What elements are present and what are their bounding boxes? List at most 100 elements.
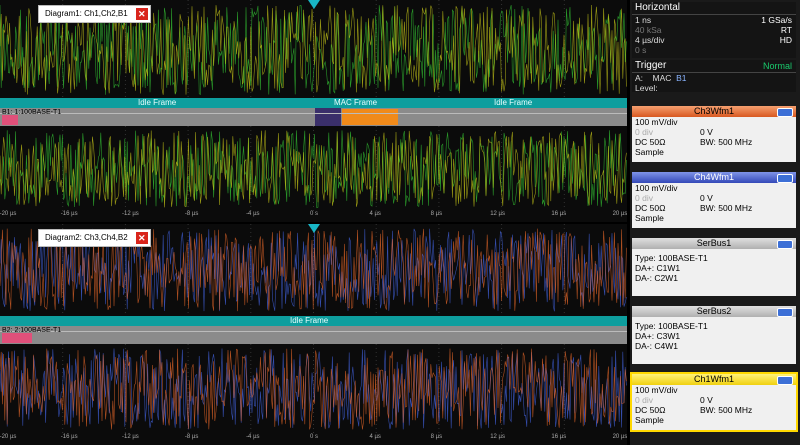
axis-tick-label: 12 µs (490, 434, 505, 440)
ch3-position: 0 div 0 V (635, 127, 713, 137)
channel-header-ch1: Ch1Wfm1 (632, 374, 796, 385)
axis-tick-label: 16 µs (551, 211, 567, 217)
time-axis-2: -20 µs -16 µs -12 µs -8 µs -4 µs 0 s 4 µs 8 µs 1… (0, 434, 627, 444)
ch3-coupling: DC 50Ω BW: 500 MHz (635, 137, 753, 147)
ch3-acquisition: Sample (635, 147, 664, 157)
axis-tick-label: 0 s (309, 434, 319, 440)
frame-label-idle-2: Idle Frame (494, 98, 533, 107)
axis-tick-label: -8 µs (184, 434, 199, 440)
trigger-marker-icon[interactable] (308, 224, 320, 233)
waveform-ch1-ch2-lower (0, 126, 627, 212)
waveform-ch3-ch4-upper (0, 224, 627, 316)
channel-box-ch1[interactable]: Ch1Wfm1 100 mV/div 0 div 0 V DC 50Ω BW: 50… (630, 372, 798, 432)
frame-band-1: Idle Frame MAC Frame Idle Frame (0, 98, 627, 108)
bus-line-2 (0, 331, 627, 332)
minimize-icon[interactable] (777, 308, 793, 317)
axis-tick-label: -20 µs (0, 434, 17, 440)
waveform-trace (0, 348, 627, 430)
waveform-trace (0, 130, 627, 209)
axis-tick-label: 12 µs (490, 211, 505, 217)
minimize-icon[interactable] (777, 376, 793, 385)
bus-segment-preamble (315, 108, 341, 126)
axis-tick-label: -16 µs (60, 434, 78, 440)
serbus2-da-minus: DA-: C4W1 (635, 341, 678, 351)
serbus-header-1: SerBus1 (632, 238, 796, 249)
waveform-trace (0, 4, 627, 95)
horizontal-row-1: 1 ns 1 GSa/s (635, 15, 792, 25)
minimize-icon[interactable] (777, 108, 793, 117)
ch1-position: 0 div 0 V (635, 395, 713, 405)
waveform-trace (0, 348, 627, 430)
minimize-icon[interactable] (777, 240, 793, 249)
ch4-scale: 100 mV/div (635, 183, 678, 193)
close-icon[interactable]: ✕ (135, 8, 148, 20)
trigger-marker-icon[interactable] (308, 0, 320, 9)
serbus-header-2: SerBus2 (632, 306, 796, 317)
settings-panel: Horizontal 1 ns 1 GSa/s 40 kSa RT 4 µs/div… (630, 0, 800, 445)
diagram-2[interactable]: Idle Frame B2: 2:100BASE-T1 -20 µs -16 µs… (0, 224, 627, 445)
waveform-trace (0, 228, 627, 312)
diagram-tab-1[interactable]: Diagram1: Ch1,Ch2,B1 ✕ (38, 5, 151, 23)
bus-segment-start-2 (2, 333, 32, 343)
serbus-box-1[interactable]: SerBus1 Type: 100BASE-T1 DA+: C1W1 DA-: … (632, 238, 796, 296)
axis-tick-label: 20 µs (612, 434, 627, 440)
axis-tick-label: 8 µs (430, 434, 443, 440)
waveform-ch3-ch4-lower (0, 344, 627, 434)
bus-row-1[interactable]: B1: 1:100BASE-T1 (0, 108, 627, 126)
trigger-level: Level: (635, 83, 658, 93)
diagram-1[interactable]: Idle Frame MAC Frame Idle Frame B1: 1:10… (0, 0, 627, 222)
ch1-coupling: DC 50Ω BW: 500 MHz (635, 405, 753, 415)
frame-label-idle-1: Idle Frame (138, 98, 177, 107)
serbus-box-2[interactable]: SerBus2 Type: 100BASE-T1 DA+: C3W1 DA-: … (632, 306, 796, 364)
horizontal-box[interactable]: Horizontal 1 ns 1 GSa/s 40 kSa RT 4 µs/div… (632, 2, 796, 58)
diagram-tab-1-label: Diagram1: Ch1,Ch2,B1 (45, 9, 128, 18)
serbus2-da-plus: DA+: C3W1 (635, 331, 681, 341)
horizontal-row-2: 40 kSa RT (635, 25, 792, 35)
axis-tick-label: -20 µs (0, 211, 17, 217)
serbus1-type: Type: 100BASE-T1 (635, 253, 708, 263)
horizontal-row-3: 4 µs/div HD (635, 35, 792, 45)
frame-band-2: Idle Frame (0, 316, 627, 326)
frame-label-mac: MAC Frame (334, 98, 378, 107)
minimize-icon[interactable] (777, 174, 793, 183)
axis-tick-label: -12 µs (121, 434, 139, 440)
serbus1-da-minus: DA-: C2W1 (635, 273, 678, 283)
frame-label-idle-3: Idle Frame (290, 316, 329, 325)
trigger-title: Trigger Normal (632, 60, 796, 73)
horizontal-row-4: 0 s (635, 45, 647, 55)
horizontal-title: Horizontal (632, 2, 796, 15)
ch4-coupling: DC 50Ω BW: 500 MHz (635, 203, 753, 213)
channel-box-ch3[interactable]: Ch3Wfm1 100 mV/div 0 div 0 V DC 50Ω BW: 50… (632, 106, 796, 162)
bus-line (0, 113, 627, 114)
axis-tick-label: 16 µs (551, 434, 567, 440)
channel-box-ch4[interactable]: Ch4Wfm1 100 mV/div 0 div 0 V DC 50Ω BW: 50… (632, 172, 796, 228)
bus-label-1: B1: 1:100BASE-T1 (2, 109, 62, 116)
serbus2-type: Type: 100BASE-T1 (635, 321, 708, 331)
trigger-box[interactable]: Trigger Normal A: MAC B1 Level: (632, 60, 796, 93)
ch4-acquisition: Sample (635, 213, 664, 223)
channel-header-ch3: Ch3Wfm1 (632, 106, 796, 117)
axis-tick-label: -12 µs (121, 211, 139, 217)
bus-label-2: B2: 2:100BASE-T1 (2, 327, 62, 334)
bus-segment-mac (342, 109, 398, 125)
ch4-position: 0 div 0 V (635, 193, 713, 203)
diagram-tab-2[interactable]: Diagram2: Ch3,Ch4,B2 ✕ (38, 229, 151, 247)
ch1-scale: 100 mV/div (635, 385, 678, 395)
ch1-acquisition: Sample (635, 415, 664, 425)
waveform-trace (0, 130, 627, 208)
diagram-tab-2-label: Diagram2: Ch3,Ch4,B2 (45, 233, 128, 242)
ch3-scale: 100 mV/div (635, 117, 678, 127)
axis-tick-label: 8 µs (430, 211, 443, 217)
axis-tick-label: -4 µs (246, 211, 260, 217)
axis-tick-label: -8 µs (184, 211, 199, 217)
channel-header-ch4: Ch4Wfm1 (632, 172, 796, 183)
axis-tick-label: 4 µs (369, 434, 381, 440)
trigger-source: A: MAC B1 (635, 73, 687, 83)
axis-tick-label: 0 s (309, 211, 319, 217)
axis-tick-label: -4 µs (246, 434, 260, 440)
axis-tick-label: -16 µs (60, 211, 78, 217)
close-icon[interactable]: ✕ (135, 232, 148, 244)
bus-row-2[interactable]: B2: 2:100BASE-T1 (0, 326, 627, 344)
axis-tick-label: 4 µs (369, 211, 381, 217)
trigger-mode: Normal (762, 61, 792, 71)
